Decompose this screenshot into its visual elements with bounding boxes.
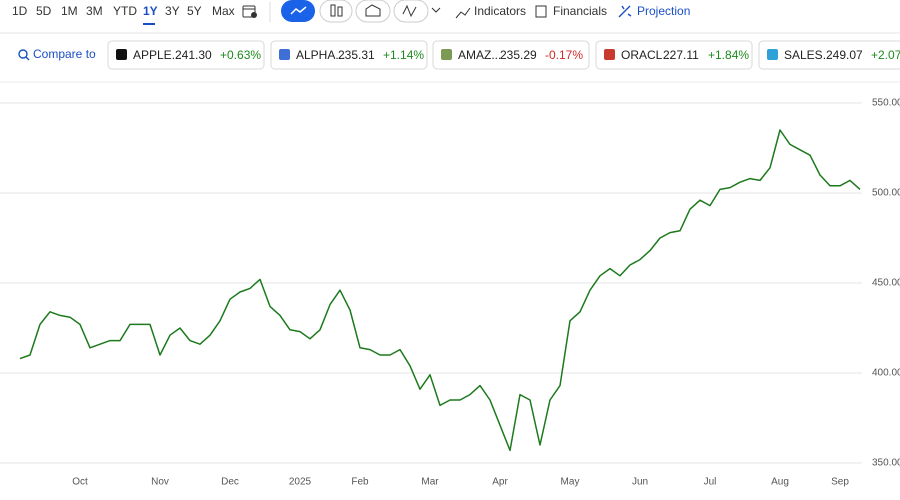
- y-tick-label: 350.00: [872, 458, 900, 469]
- y-tick-label: 400.00: [872, 368, 900, 379]
- chip-name: ALPHA...: [296, 48, 345, 62]
- chip-price: 235.31: [338, 48, 375, 62]
- chip-price: 241.30: [175, 48, 212, 62]
- x-tick-label: Oct: [72, 477, 88, 488]
- compare-chip[interactable]: [270, 40, 428, 70]
- chip-price: 227.11: [663, 48, 699, 62]
- x-tick-label: 2025: [289, 477, 312, 488]
- y-tick-label: 550.00: [872, 98, 900, 109]
- chip-change: +1.84%: [708, 48, 749, 62]
- chip-icon: [767, 49, 778, 60]
- y-tick-label: 500.00: [872, 188, 900, 199]
- chip-price: 249.07: [826, 48, 863, 62]
- range-button[interactable]: 3M: [86, 4, 103, 18]
- chevron[interactable]: [431, 7, 441, 13]
- compare-chip[interactable]: [758, 40, 900, 70]
- y-tick-label: 450.00: [872, 278, 900, 289]
- chip-change: +2.07%: [871, 48, 900, 62]
- search-icon: [25, 56, 30, 61]
- icon: [365, 4, 381, 17]
- range-button[interactable]: 1D: [12, 4, 28, 18]
- compare-chip[interactable]: [595, 40, 753, 70]
- candle-chart-button[interactable]: [319, 0, 353, 23]
- icon: [337, 6, 343, 17]
- indicators-icon: [455, 7, 471, 19]
- icon: [290, 6, 307, 15]
- drawing-button[interactable]: [393, 0, 429, 23]
- x-tick-label: May: [561, 477, 580, 488]
- chip-name: AMAZ...: [458, 48, 501, 62]
- chip-icon: [604, 49, 615, 60]
- compare-chip[interactable]: [432, 40, 590, 70]
- chip-change: +1.14%: [383, 48, 424, 62]
- search-icon: [18, 49, 28, 59]
- chip-icon: [116, 49, 127, 60]
- compare-chip[interactable]: [107, 40, 265, 70]
- x-tick-label: Apr: [492, 477, 508, 488]
- chip-name: ORACL...: [621, 48, 672, 62]
- x-tick-label: Feb: [351, 477, 369, 488]
- chip-icon: [279, 49, 290, 60]
- range-button[interactable]: 1M: [61, 4, 78, 18]
- tool-button[interactable]: Indicators: [474, 4, 526, 18]
- x-tick-label: Jul: [704, 477, 717, 488]
- x-tick-label: Mar: [421, 477, 439, 488]
- range-button[interactable]: Max: [212, 4, 235, 18]
- chip-change: +0.63%: [220, 48, 261, 62]
- range-button[interactable]: YTD: [113, 4, 137, 18]
- range-button[interactable]: 3Y: [165, 4, 180, 18]
- calendar-icon[interactable]: [242, 5, 257, 18]
- area-chart-button[interactable]: [355, 0, 391, 23]
- compare-label[interactable]: Compare to: [33, 47, 96, 61]
- x-tick-label: Aug: [771, 477, 789, 488]
- x-tick-label: Dec: [221, 477, 239, 488]
- financials-icon: [535, 5, 547, 18]
- chip-icon: [441, 49, 452, 60]
- projection-icon: [618, 5, 632, 18]
- chip-change: -0.17%: [545, 48, 583, 62]
- x-tick-label: Jun: [632, 477, 648, 488]
- range-button[interactable]: 5Y: [187, 4, 202, 18]
- icon: [251, 12, 257, 18]
- tool-button[interactable]: Financials: [553, 4, 607, 18]
- icon: [402, 4, 417, 18]
- icon: [242, 5, 256, 18]
- chip-name: SALES...: [784, 48, 833, 62]
- chip-name: APPLE...: [133, 48, 182, 62]
- range-button[interactable]: 1Y: [143, 4, 158, 18]
- range-button[interactable]: 5D: [36, 4, 52, 18]
- x-tick-label: Sep: [831, 477, 849, 488]
- icon: [330, 4, 336, 17]
- x-tick-label: Nov: [151, 477, 169, 488]
- price-line: [19, 129, 861, 452]
- chip-price: 235.29: [500, 48, 537, 62]
- tool-button[interactable]: Projection: [637, 4, 690, 18]
